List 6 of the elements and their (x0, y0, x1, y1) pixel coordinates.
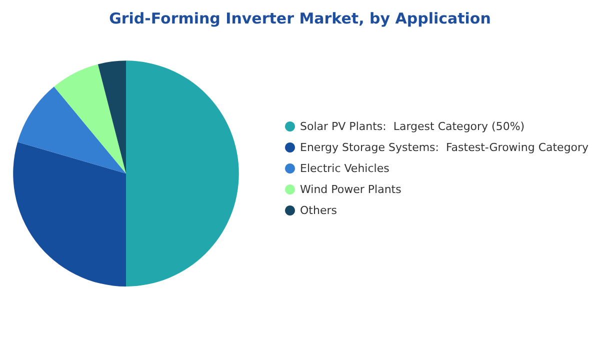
legend-label: Solar PV Plants: Largest Category (50%) (300, 120, 525, 133)
legend-label: Others (300, 204, 338, 217)
legend-label: Electric Vehicles (300, 162, 390, 175)
legend-label: Wind Power Plants (300, 183, 402, 196)
legend-label: Energy Storage Systems: Fastest-Growing Category (300, 141, 590, 154)
chart-title: Grid-Forming Inverter Market, by Application (109, 10, 491, 28)
